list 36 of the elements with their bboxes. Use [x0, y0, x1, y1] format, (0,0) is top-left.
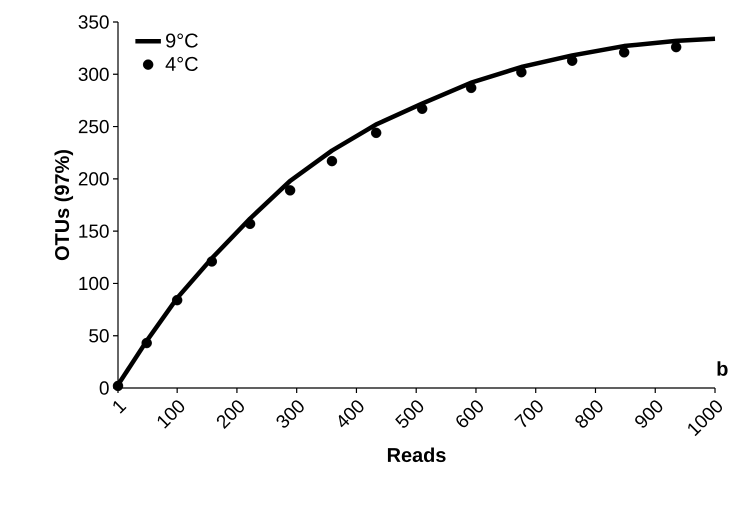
x-tick-label: 100 [158, 400, 184, 429]
legend-label: 9°C [166, 34, 198, 48]
x-tick-label: 500 [395, 400, 424, 428]
y-tick-label: 50 [89, 329, 109, 342]
y-tick-label: 200 [78, 172, 109, 186]
y-axis-title: OTUs (97%) [54, 150, 74, 260]
x-tick-label: 900 [635, 400, 662, 428]
point [172, 294, 182, 306]
x-tick-label: 300 [276, 400, 304, 428]
x-tick-label: 400 [338, 400, 364, 428]
y-tick-label: 250 [78, 120, 109, 134]
x-tick-label: 800 [575, 400, 602, 428]
point [112, 380, 124, 392]
y-tick-label: 100 [79, 276, 109, 290]
text: b [718, 361, 728, 376]
x-axis-title: Reads [388, 447, 446, 462]
x-tick-label: 200 [216, 400, 244, 429]
y-tick-label: 0 [100, 381, 109, 395]
point [670, 42, 682, 52]
point [206, 256, 218, 267]
point [416, 104, 428, 114]
y-tick-label: 300 [78, 68, 109, 81]
y-tick-label: 350 [78, 15, 109, 29]
point [516, 66, 527, 78]
x-tick-label: 600 [456, 400, 483, 428]
point [466, 82, 476, 94]
x-tick-label: 1 [113, 400, 127, 414]
point [370, 128, 382, 138]
point [244, 218, 256, 230]
point [326, 156, 338, 166]
point [141, 338, 152, 348]
legend-label: 4°C [166, 56, 198, 71]
y-tick-label: 150 [79, 224, 109, 238]
point [618, 47, 630, 58]
x-tick-label: 700 [514, 400, 543, 428]
point [284, 185, 296, 196]
